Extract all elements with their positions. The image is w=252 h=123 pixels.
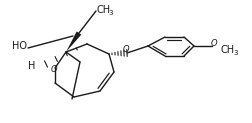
Text: HO: HO (12, 41, 27, 51)
Text: 3: 3 (108, 10, 112, 16)
Text: H: H (28, 61, 36, 71)
Polygon shape (66, 31, 81, 52)
Text: CH: CH (97, 5, 111, 15)
Text: CH: CH (220, 45, 234, 55)
Text: 3: 3 (232, 50, 237, 56)
Text: O: O (122, 45, 129, 54)
Text: O: O (210, 38, 216, 47)
Text: O: O (50, 64, 57, 74)
